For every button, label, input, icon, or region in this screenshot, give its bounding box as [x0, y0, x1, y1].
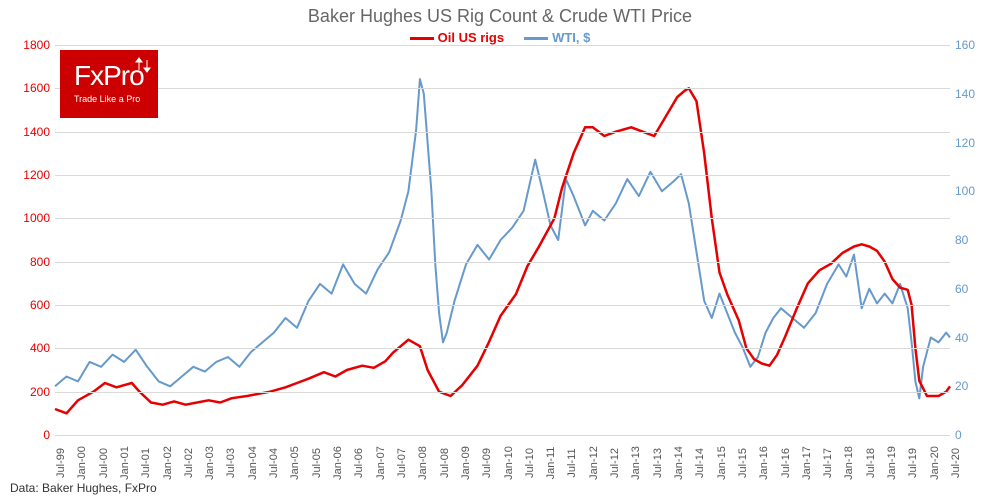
x-axis-label: Jul-20 [950, 448, 962, 478]
x-axis-label: Jan-03 [204, 446, 216, 480]
y1-axis-label: 1400 [10, 125, 50, 139]
x-axis-label: Jan-06 [332, 446, 344, 480]
x-axis-label: Jul-06 [353, 448, 365, 478]
x-axis-label: Jan-02 [162, 446, 174, 480]
y1-axis-label: 1600 [10, 81, 50, 95]
legend: Oil US rigs WTI, $ [0, 30, 1000, 45]
chart-svg [55, 45, 950, 435]
x-axis-label: Jan-12 [588, 446, 600, 480]
x-axis-label: Jul-14 [694, 448, 706, 478]
x-axis-label: Jan-08 [417, 446, 429, 480]
x-axis-label: Jan-14 [673, 446, 685, 480]
y1-axis-label: 200 [10, 385, 50, 399]
y1-axis-label: 0 [10, 428, 50, 442]
x-axis-label: Jul-18 [865, 448, 877, 478]
x-axis-label: Jul-15 [737, 448, 749, 478]
x-axis-label: Jul-03 [225, 448, 237, 478]
rigs-line [55, 88, 950, 413]
x-axis-label: Jan-18 [843, 446, 855, 480]
x-axis-label: Jan-13 [630, 446, 642, 480]
y2-axis-label: 60 [955, 282, 990, 296]
gridline [55, 348, 950, 349]
logo-tagline: Trade Like a Pro [74, 94, 144, 104]
chart-container: Baker Hughes US Rig Count & Crude WTI Pr… [0, 0, 1000, 500]
x-axis-label: Jan-17 [801, 446, 813, 480]
y1-axis-label: 600 [10, 298, 50, 312]
legend-item: WTI, $ [524, 30, 590, 45]
x-axis-label: Jan-04 [247, 446, 259, 480]
y2-axis-label: 160 [955, 38, 990, 52]
y2-axis-label: 20 [955, 379, 990, 393]
x-axis-label: Jan-07 [375, 446, 387, 480]
x-axis-label: Jul-11 [566, 448, 578, 477]
x-axis-label: Jul-10 [524, 448, 536, 478]
gridline [55, 132, 950, 133]
gridline [55, 305, 950, 306]
x-axis-label: Jul-02 [183, 448, 195, 478]
wti-line [55, 79, 950, 398]
gridline [55, 262, 950, 263]
y2-axis-label: 0 [955, 428, 990, 442]
legend-swatch [524, 37, 548, 40]
x-axis-label: Jul-08 [439, 448, 451, 478]
x-axis-label: Jan-09 [460, 446, 472, 480]
y1-axis-label: 400 [10, 341, 50, 355]
y2-axis-label: 100 [955, 184, 990, 198]
x-axis-label: Jul-07 [396, 448, 408, 478]
x-axis-label: Jan-01 [119, 446, 131, 480]
gridline [55, 218, 950, 219]
x-axis-label: Jul-00 [98, 448, 110, 478]
x-axis-label: Jan-05 [289, 446, 301, 480]
x-axis-label: Jul-19 [907, 448, 919, 478]
plot-area: 0200400600800100012001400160018000204060… [55, 45, 950, 435]
y2-axis-label: 120 [955, 136, 990, 150]
x-axis-label: Jul-13 [652, 448, 664, 478]
y1-axis-label: 800 [10, 255, 50, 269]
x-axis-label: Jan-10 [503, 446, 515, 480]
legend-item: Oil US rigs [410, 30, 504, 45]
x-axis-label: Jul-99 [55, 448, 67, 478]
y1-axis-label: 1800 [10, 38, 50, 52]
x-axis-label: Jul-09 [481, 448, 493, 478]
gridline [55, 392, 950, 393]
legend-label: WTI, $ [552, 30, 590, 45]
logo-arrows-icon [134, 56, 152, 79]
y2-axis-label: 40 [955, 331, 990, 345]
x-axis-label: Jan-19 [886, 446, 898, 480]
x-axis-label: Jan-15 [716, 446, 728, 480]
data-source: Data: Baker Hughes, FxPro [10, 481, 157, 495]
y2-axis-label: 140 [955, 87, 990, 101]
x-axis-label: Jan-11 [545, 447, 557, 480]
x-axis-label: Jul-12 [609, 448, 621, 478]
fxpro-logo: FxPro Trade Like a Pro [60, 50, 158, 118]
gridline [55, 435, 950, 436]
gridline [55, 88, 950, 89]
gridline [55, 175, 950, 176]
x-axis-label: Jan-00 [76, 446, 88, 480]
x-axis-label: Jul-05 [311, 448, 323, 478]
legend-swatch [410, 37, 434, 40]
x-axis-label: Jan-16 [758, 446, 770, 480]
x-axis-label: Jul-17 [822, 448, 834, 478]
x-axis-label: Jul-01 [140, 448, 152, 478]
gridline [55, 45, 950, 46]
x-axis-label: Jul-04 [268, 448, 280, 478]
y1-axis-label: 1200 [10, 168, 50, 182]
x-axis-label: Jul-16 [780, 448, 792, 478]
chart-title: Baker Hughes US Rig Count & Crude WTI Pr… [0, 6, 1000, 27]
legend-label: Oil US rigs [438, 30, 504, 45]
y2-axis-label: 80 [955, 233, 990, 247]
x-axis-label: Jan-20 [929, 446, 941, 480]
y1-axis-label: 1000 [10, 211, 50, 225]
